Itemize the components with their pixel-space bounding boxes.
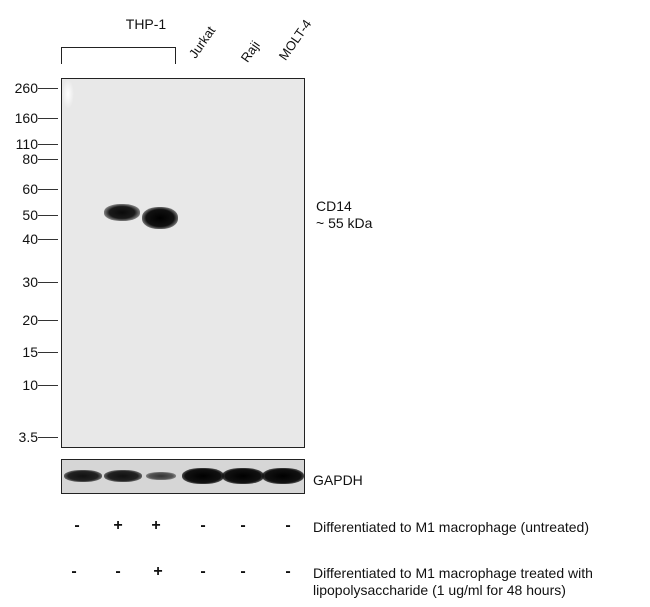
condition1-sign: + bbox=[151, 517, 161, 534]
cd14-band-lane3 bbox=[142, 207, 178, 229]
marker-tick bbox=[38, 118, 58, 119]
marker-label: 3.5 bbox=[18, 429, 38, 445]
marker-tick bbox=[38, 385, 58, 386]
condition2-sign: - bbox=[115, 563, 121, 580]
marker-label: 50 bbox=[22, 207, 38, 223]
marker-tick bbox=[38, 320, 58, 321]
marker-label: 160 bbox=[14, 110, 38, 126]
target-size: ~ 55 kDa bbox=[316, 215, 373, 231]
condition2-label-line1: Differentiated to M1 macrophage treated … bbox=[313, 565, 593, 581]
marker-label: 15 bbox=[22, 344, 38, 360]
lane-label-raji: Raji bbox=[237, 38, 263, 65]
marker-label: 260 bbox=[14, 80, 38, 96]
gapdh-band-lane5 bbox=[222, 468, 264, 484]
target-name: CD14 bbox=[316, 198, 352, 214]
condition2-sign: - bbox=[240, 563, 246, 580]
gapdh-blot-panel bbox=[61, 459, 305, 494]
condition1-sign: + bbox=[113, 517, 123, 534]
condition1-sign: - bbox=[285, 517, 291, 534]
condition1-sign: - bbox=[240, 517, 246, 534]
marker-tick bbox=[38, 437, 58, 438]
western-blot-panel bbox=[61, 78, 305, 448]
marker-label: 20 bbox=[22, 312, 38, 328]
marker-tick bbox=[38, 282, 58, 283]
cd14-band-lane2 bbox=[104, 204, 140, 221]
marker-tick bbox=[38, 159, 58, 160]
gapdh-band-lane4 bbox=[182, 468, 224, 484]
condition2-sign: + bbox=[153, 563, 163, 580]
condition2-sign: - bbox=[285, 563, 291, 580]
marker-tick bbox=[38, 352, 58, 353]
marker-tick bbox=[38, 144, 58, 145]
condition1-label: Differentiated to M1 macrophage (untreat… bbox=[313, 519, 590, 535]
lane-label-molt4: MOLT-4 bbox=[275, 16, 315, 63]
marker-tick bbox=[38, 239, 58, 240]
gapdh-band-lane6 bbox=[262, 468, 304, 484]
gapdh-band-lane2 bbox=[104, 470, 142, 482]
loading-control-label: GAPDH bbox=[313, 472, 363, 488]
blot-artifact bbox=[62, 79, 74, 109]
marker-label: 10 bbox=[22, 377, 38, 393]
marker-tick bbox=[38, 215, 58, 216]
marker-tick bbox=[38, 189, 58, 190]
group-label-thp1: THP-1 bbox=[125, 16, 167, 32]
condition2-sign: - bbox=[200, 563, 206, 580]
condition1-sign: - bbox=[74, 517, 80, 534]
marker-label: 40 bbox=[22, 231, 38, 247]
gapdh-band-lane1 bbox=[64, 470, 102, 482]
condition2-label-line2: lipopolysaccharide (1 ug/ml for 48 hours… bbox=[313, 582, 566, 598]
marker-tick bbox=[38, 88, 58, 89]
marker-label: 60 bbox=[22, 181, 38, 197]
gapdh-band-lane3 bbox=[146, 472, 176, 480]
marker-label: 80 bbox=[22, 151, 38, 167]
group-bracket bbox=[61, 47, 176, 64]
marker-label: 30 bbox=[22, 274, 38, 290]
marker-label: 110 bbox=[15, 136, 38, 152]
condition1-sign: - bbox=[200, 517, 206, 534]
condition2-sign: - bbox=[71, 563, 77, 580]
